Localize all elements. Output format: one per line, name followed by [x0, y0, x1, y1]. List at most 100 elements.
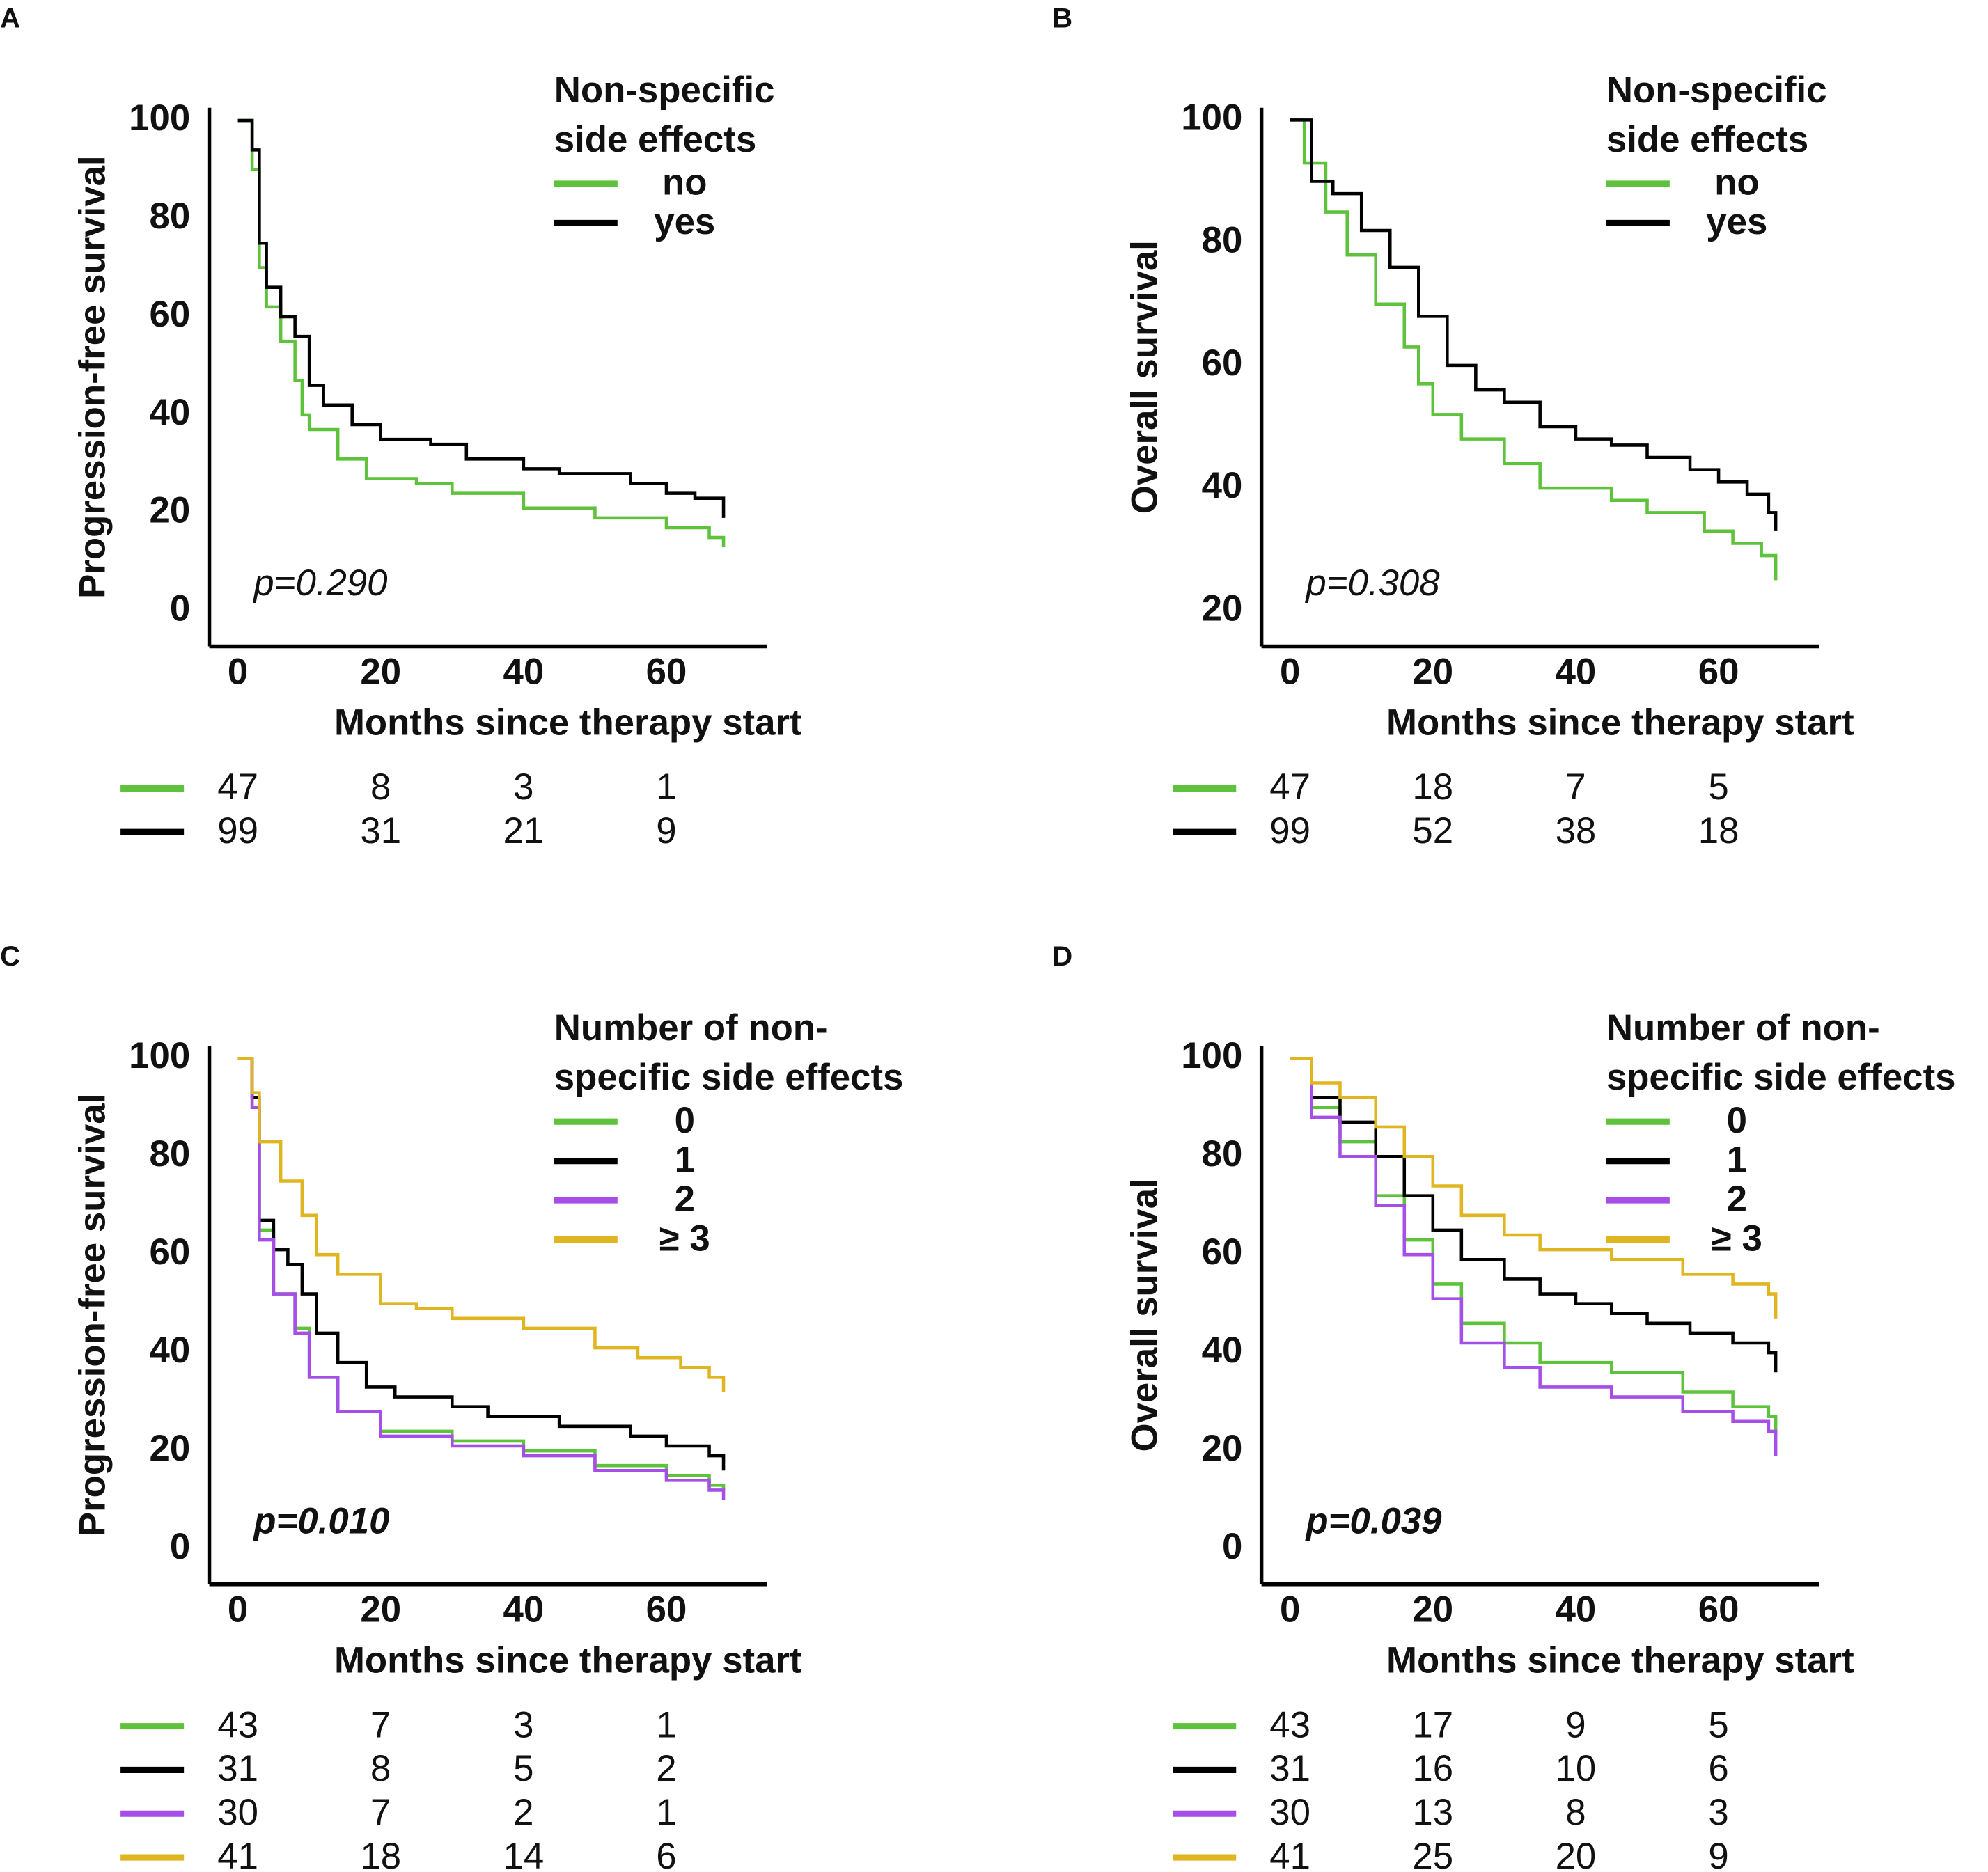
at-risk-count: 3 — [513, 1704, 533, 1745]
at-risk-count: 38 — [1556, 810, 1597, 851]
at-risk-count: 99 — [217, 810, 258, 851]
legend-title: side effects — [1606, 119, 1808, 160]
y-tick-label: 60 — [1202, 343, 1243, 384]
legend-label: no — [662, 162, 707, 203]
y-tick-label: 60 — [1202, 1232, 1243, 1273]
panel-label: C — [0, 941, 20, 972]
x-tick-label: 0 — [228, 651, 248, 692]
at-risk-count: 14 — [503, 1836, 544, 1872]
legend-title: Number of non- — [1606, 1007, 1880, 1048]
y-tick-label: 100 — [1181, 1035, 1242, 1076]
at-risk-count: 41 — [217, 1836, 258, 1872]
at-risk-count: 41 — [1269, 1836, 1310, 1872]
legend-label: 2 — [1727, 1179, 1747, 1220]
p-value: p=0.010 — [252, 1500, 389, 1541]
at-risk-count: 43 — [1269, 1704, 1310, 1745]
legend-title: specific side effects — [1606, 1057, 1956, 1098]
panel: B 20 40 60 80 100 0 20 40 60 Months since therapy … — [1052, 3, 1854, 851]
legend-title: Number of non- — [554, 1007, 828, 1048]
at-risk-count: 1 — [656, 1704, 676, 1745]
x-tick-label: 20 — [1412, 651, 1453, 692]
at-risk-count: 3 — [513, 766, 533, 808]
at-risk-count: 5 — [513, 1748, 533, 1789]
x-tick-label: 40 — [1556, 1589, 1597, 1630]
y-tick-label: 80 — [1202, 1133, 1243, 1174]
legend-label: 0 — [675, 1100, 695, 1141]
y-tick-label: 40 — [1202, 465, 1243, 506]
survival-curve — [1290, 1057, 1778, 1456]
at-risk-count: 7 — [1565, 766, 1586, 808]
legend-label: 0 — [1727, 1100, 1747, 1141]
x-tick-label: 20 — [360, 651, 401, 692]
survival-curve — [1290, 118, 1778, 581]
y-tick-label: 20 — [1202, 588, 1243, 629]
y-tick-label: 100 — [1181, 97, 1242, 138]
legend-label: ≥ 3 — [1712, 1218, 1762, 1259]
legend-label: yes — [1706, 201, 1767, 242]
x-tick-label: 60 — [646, 1589, 687, 1630]
at-risk-count: 30 — [217, 1792, 258, 1833]
survival-curve — [237, 1057, 726, 1490]
y-tick-label: 0 — [170, 1526, 190, 1567]
at-risk-count: 5 — [1708, 766, 1728, 808]
x-tick-label: 40 — [503, 1589, 544, 1630]
legend-title: side effects — [554, 119, 756, 160]
at-risk-count: 6 — [656, 1836, 676, 1872]
y-axis-label: Overall survival — [1125, 240, 1166, 514]
at-risk-count: 7 — [370, 1704, 391, 1745]
at-risk-count: 13 — [1412, 1792, 1453, 1833]
y-tick-label: 0 — [1222, 1526, 1242, 1567]
y-tick-label: 60 — [150, 294, 191, 335]
survival-curve — [1290, 1057, 1778, 1436]
y-tick-label: 80 — [150, 1133, 191, 1174]
at-risk-count: 2 — [656, 1748, 676, 1789]
y-axis-label: Overall survival — [1125, 1178, 1166, 1452]
x-axis-label: Months since therapy start — [1386, 702, 1854, 743]
y-tick-label: 20 — [1202, 1428, 1243, 1469]
at-risk-count: 8 — [370, 766, 391, 808]
at-risk-count: 10 — [1556, 1748, 1597, 1789]
at-risk-count: 17 — [1412, 1704, 1453, 1745]
at-risk-count: 9 — [656, 810, 676, 851]
x-tick-label: 60 — [1698, 651, 1739, 692]
survival-curve — [237, 118, 726, 518]
at-risk-count: 18 — [360, 1836, 401, 1872]
x-tick-label: 60 — [1698, 1589, 1739, 1630]
at-risk-count: 9 — [1708, 1836, 1728, 1872]
at-risk-count: 7 — [370, 1792, 391, 1833]
p-value: p=0.290 — [252, 563, 387, 604]
p-value: p=0.039 — [1304, 1500, 1442, 1541]
at-risk-count: 47 — [217, 766, 258, 808]
at-risk-count: 1 — [656, 1792, 676, 1833]
at-risk-count: 3 — [1708, 1792, 1728, 1833]
at-risk-count: 8 — [370, 1748, 391, 1789]
legend-label: no — [1714, 162, 1759, 203]
legend-label: 1 — [675, 1139, 695, 1180]
at-risk-count: 31 — [360, 810, 401, 851]
y-tick-label: 80 — [1202, 220, 1243, 261]
at-risk-count: 6 — [1708, 1748, 1728, 1789]
panel: A 0 20 40 60 80 100 0 20 40 60 Months since therapy… — [0, 3, 801, 851]
at-risk-count: 20 — [1556, 1836, 1597, 1872]
at-risk-count: 99 — [1269, 810, 1310, 851]
at-risk-count: 52 — [1412, 810, 1453, 851]
panel-label: A — [0, 3, 20, 34]
at-risk-count: 1 — [656, 766, 676, 808]
x-axis-label: Months since therapy start — [334, 702, 802, 743]
at-risk-count: 2 — [513, 1792, 533, 1833]
at-risk-count: 9 — [1565, 1704, 1586, 1745]
x-tick-label: 20 — [1412, 1589, 1453, 1630]
x-axis-label: Months since therapy start — [334, 1640, 802, 1681]
at-risk-count: 31 — [1269, 1748, 1310, 1789]
legend-label: ≥ 3 — [659, 1218, 710, 1259]
at-risk-count: 25 — [1412, 1836, 1453, 1872]
survival-curve — [237, 1057, 726, 1392]
at-risk-count: 5 — [1708, 1704, 1728, 1745]
legend-label: 2 — [675, 1179, 695, 1220]
at-risk-count: 8 — [1565, 1792, 1586, 1833]
y-tick-label: 100 — [129, 1035, 190, 1076]
